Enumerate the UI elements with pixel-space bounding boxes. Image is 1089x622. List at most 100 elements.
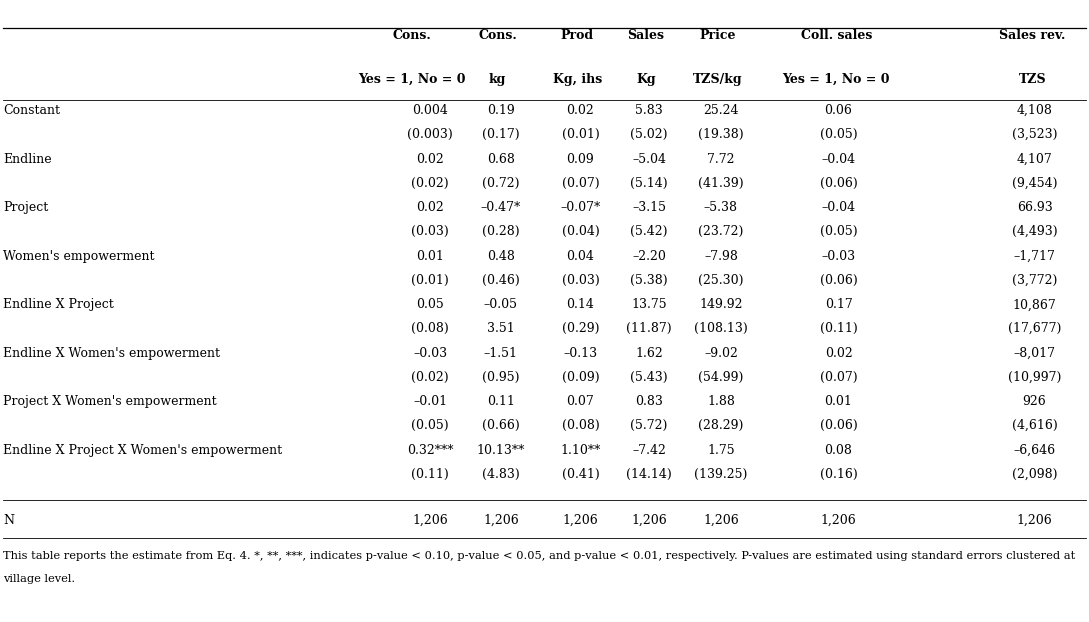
Text: (14.14): (14.14) <box>626 468 672 481</box>
Text: (54.99): (54.99) <box>698 371 744 384</box>
Text: 0.02: 0.02 <box>566 104 595 117</box>
Text: –7.42: –7.42 <box>632 444 666 457</box>
Text: 1,206: 1,206 <box>413 514 448 527</box>
Text: 0.32***: 0.32*** <box>407 444 453 457</box>
Text: Coll. sales: Coll. sales <box>800 29 872 42</box>
Text: 0.05: 0.05 <box>416 299 444 311</box>
Text: Endline X Women's empowerment: Endline X Women's empowerment <box>3 347 220 360</box>
Text: (0.01): (0.01) <box>412 274 449 287</box>
Text: 0.01: 0.01 <box>416 250 444 262</box>
Text: (0.05): (0.05) <box>820 225 857 238</box>
Text: (5.72): (5.72) <box>631 419 668 432</box>
Text: Endline X Project: Endline X Project <box>3 299 114 311</box>
Text: Project X Women's empowerment: Project X Women's empowerment <box>3 396 217 408</box>
Text: 1.62: 1.62 <box>635 347 663 360</box>
Text: 0.04: 0.04 <box>566 250 595 262</box>
Text: (4,493): (4,493) <box>1012 225 1057 238</box>
Text: –7.98: –7.98 <box>703 250 738 262</box>
Text: 0.02: 0.02 <box>416 153 444 165</box>
Text: (0.01): (0.01) <box>562 128 599 141</box>
Text: 0.83: 0.83 <box>635 396 663 408</box>
Text: –5.38: –5.38 <box>703 202 738 214</box>
Text: –0.04: –0.04 <box>821 153 856 165</box>
Text: (0.06): (0.06) <box>820 274 857 287</box>
Text: (139.25): (139.25) <box>694 468 748 481</box>
Text: Cons.: Cons. <box>478 29 517 42</box>
Text: Constant: Constant <box>3 104 60 117</box>
Text: (0.07): (0.07) <box>820 371 857 384</box>
Text: 1.75: 1.75 <box>707 444 735 457</box>
Text: Prod: Prod <box>561 29 594 42</box>
Text: (0.06): (0.06) <box>820 419 857 432</box>
Text: (5.43): (5.43) <box>631 371 668 384</box>
Text: kg: kg <box>489 73 506 86</box>
Text: Price: Price <box>699 29 736 42</box>
Text: (28.29): (28.29) <box>698 419 744 432</box>
Text: (25.30): (25.30) <box>698 274 744 287</box>
Text: 10,867: 10,867 <box>1013 299 1056 311</box>
Text: –0.03: –0.03 <box>821 250 856 262</box>
Text: (0.11): (0.11) <box>412 468 449 481</box>
Text: Yes = 1, No = 0: Yes = 1, No = 0 <box>783 73 890 86</box>
Text: N: N <box>3 514 14 527</box>
Text: 0.48: 0.48 <box>487 250 515 262</box>
Text: –9.02: –9.02 <box>703 347 738 360</box>
Text: 0.11: 0.11 <box>487 396 515 408</box>
Text: 4,108: 4,108 <box>1017 104 1052 117</box>
Text: (3,523): (3,523) <box>1012 128 1057 141</box>
Text: (108.13): (108.13) <box>694 322 748 335</box>
Text: (2,098): (2,098) <box>1012 468 1057 481</box>
Text: 4,107: 4,107 <box>1017 153 1052 165</box>
Text: 0.01: 0.01 <box>824 396 853 408</box>
Text: (0.02): (0.02) <box>412 371 449 384</box>
Text: (9,454): (9,454) <box>1012 177 1057 190</box>
Text: TZS/kg: TZS/kg <box>693 73 743 86</box>
Text: Sales: Sales <box>627 29 664 42</box>
Text: (0.11): (0.11) <box>820 322 857 335</box>
Text: Kg: Kg <box>636 73 656 86</box>
Text: (0.08): (0.08) <box>412 322 449 335</box>
Text: (5.38): (5.38) <box>631 274 668 287</box>
Text: (0.28): (0.28) <box>482 225 519 238</box>
Text: (0.04): (0.04) <box>562 225 599 238</box>
Text: –0.03: –0.03 <box>413 347 448 360</box>
Text: 10.13**: 10.13** <box>477 444 525 457</box>
Text: (4,616): (4,616) <box>1012 419 1057 432</box>
Text: 1,206: 1,206 <box>632 514 666 527</box>
Text: Endline: Endline <box>3 153 52 165</box>
Text: (0.17): (0.17) <box>482 128 519 141</box>
Text: (0.08): (0.08) <box>562 419 599 432</box>
Text: (0.03): (0.03) <box>412 225 449 238</box>
Text: This table reports the estimate from Eq. 4. *, **, ***, indicates p-value < 0.10: This table reports the estimate from Eq.… <box>3 551 1076 561</box>
Text: Yes = 1, No = 0: Yes = 1, No = 0 <box>358 73 465 86</box>
Text: (0.41): (0.41) <box>562 468 599 481</box>
Text: –5.04: –5.04 <box>632 153 666 165</box>
Text: –1,717: –1,717 <box>1014 250 1055 262</box>
Text: (0.09): (0.09) <box>562 371 599 384</box>
Text: Women's empowerment: Women's empowerment <box>3 250 155 262</box>
Text: (0.05): (0.05) <box>820 128 857 141</box>
Text: –0.05: –0.05 <box>484 299 518 311</box>
Text: (0.46): (0.46) <box>482 274 519 287</box>
Text: –6,646: –6,646 <box>1014 444 1055 457</box>
Text: (0.003): (0.003) <box>407 128 453 141</box>
Text: 0.17: 0.17 <box>824 299 853 311</box>
Text: 926: 926 <box>1023 396 1047 408</box>
Text: (5.02): (5.02) <box>631 128 668 141</box>
Text: 0.68: 0.68 <box>487 153 515 165</box>
Text: (0.02): (0.02) <box>412 177 449 190</box>
Text: 0.07: 0.07 <box>566 396 595 408</box>
Text: –0.07*: –0.07* <box>561 202 600 214</box>
Text: (11.87): (11.87) <box>626 322 672 335</box>
Text: 66.93: 66.93 <box>1017 202 1052 214</box>
Text: (0.66): (0.66) <box>482 419 519 432</box>
Text: –0.13: –0.13 <box>563 347 598 360</box>
Text: 1,206: 1,206 <box>821 514 856 527</box>
Text: 1,206: 1,206 <box>703 514 738 527</box>
Text: Project: Project <box>3 202 49 214</box>
Text: 1.10**: 1.10** <box>560 444 601 457</box>
Text: –3.15: –3.15 <box>632 202 666 214</box>
Text: (17,677): (17,677) <box>1007 322 1062 335</box>
Text: 13.75: 13.75 <box>632 299 666 311</box>
Text: 0.19: 0.19 <box>487 104 515 117</box>
